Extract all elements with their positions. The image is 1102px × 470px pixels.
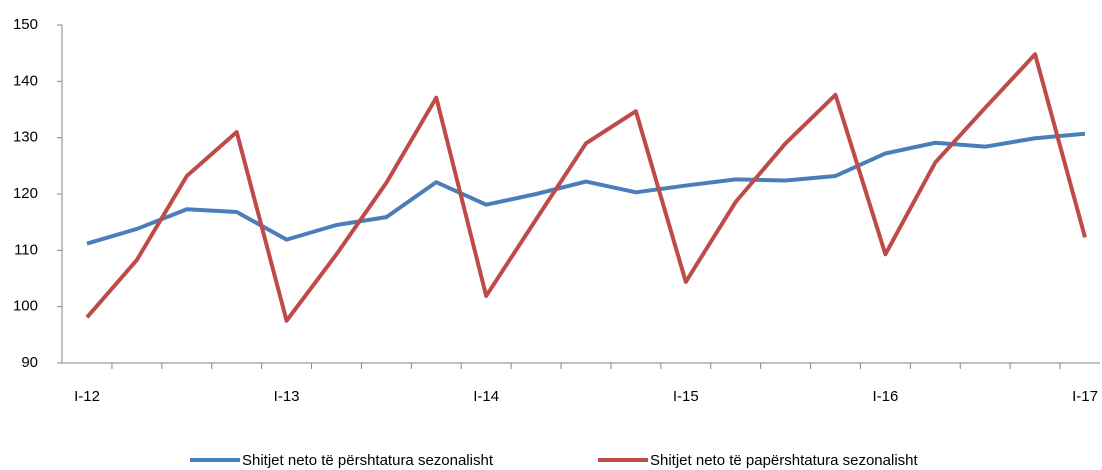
x-tick-label: I-17	[1072, 388, 1098, 405]
y-tick-label: 100	[13, 298, 38, 315]
x-tick-label: I-14	[473, 388, 499, 405]
x-tick-label: I-15	[673, 388, 699, 405]
x-tick-label: I-13	[274, 388, 300, 405]
y-tick-label: 130	[13, 129, 38, 146]
y-tick-label: 120	[13, 185, 38, 202]
legend-label: Shitjet neto të përshtatura sezonalisht	[242, 452, 494, 469]
y-tick-label: 140	[13, 72, 38, 89]
x-tick-label: I-12	[74, 388, 100, 405]
series-line	[85, 52, 1087, 323]
x-tick-label: I-16	[872, 388, 898, 405]
series-line	[86, 131, 1086, 246]
legend-label: Shitjet neto të papërshtatura sezonalish…	[650, 452, 919, 469]
y-tick-label: 90	[21, 354, 38, 371]
y-tick-label: 150	[13, 16, 38, 33]
y-tick-label: 110	[14, 241, 38, 258]
